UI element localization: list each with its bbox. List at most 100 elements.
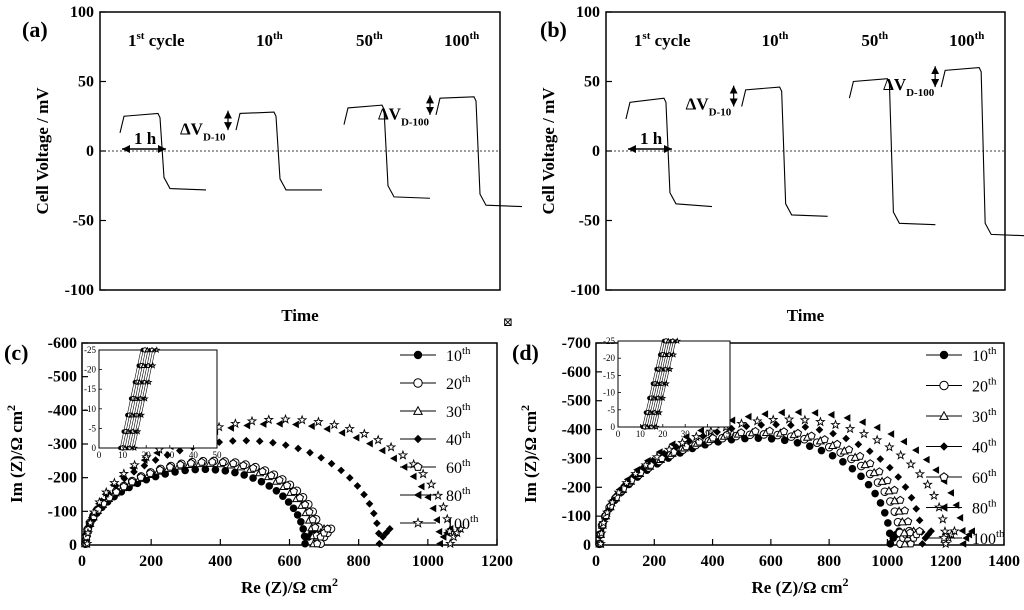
pentagon-open-marker — [793, 428, 803, 437]
inset-x-tick-label: 30 — [681, 429, 691, 439]
circle-filled-marker — [886, 540, 895, 548]
inset-x-tick-label: 20 — [142, 450, 152, 460]
pentagon-open-marker — [779, 427, 789, 436]
diamond-filled-marker — [242, 436, 251, 445]
pentagon-open-marker — [136, 472, 146, 481]
pentagon-open-marker — [413, 462, 423, 471]
diamond-filled-marker — [886, 463, 894, 472]
triangle-left-filled-marker — [959, 540, 967, 548]
y-tick-label: -400 — [562, 422, 591, 439]
circle-filled-marker — [876, 499, 885, 507]
x-tick-label: 200 — [642, 553, 666, 570]
star-open-marker — [109, 477, 120, 488]
inset-x-tick-label: 50 — [726, 429, 736, 439]
diamond-filled-marker — [915, 516, 924, 525]
triangle-left-filled-marker — [413, 490, 422, 500]
star-open-marker — [871, 434, 883, 445]
triangle-left-filled-marker — [932, 466, 940, 474]
diamond-filled-marker — [801, 423, 810, 431]
diamond-filled-marker — [876, 455, 885, 463]
legend-label: 10th — [446, 345, 471, 365]
triangle-open-marker — [938, 410, 950, 420]
pentagon-open-marker — [939, 472, 949, 481]
x-tick-label: 400 — [208, 553, 232, 570]
star-open-marker — [448, 531, 460, 542]
inset-trace — [651, 340, 672, 428]
star-open-marker — [949, 525, 960, 536]
inset-y-tick-label: -15 — [603, 370, 615, 380]
circle-filled-marker — [211, 465, 220, 474]
diamond-filled-marker — [815, 425, 824, 434]
y-axis-title: Im (Z)/Ω cm2 — [4, 405, 26, 503]
inset-y-tick-label: -10 — [84, 404, 96, 414]
diamond-filled-marker — [660, 449, 668, 458]
triangle-open-marker — [897, 516, 907, 526]
pentagon-open-marker — [312, 539, 322, 548]
diamond-filled-marker — [317, 453, 325, 462]
diamond-filled-marker — [374, 529, 383, 538]
diamond-filled-marker — [365, 499, 374, 508]
diamond-filled-marker — [130, 468, 138, 476]
pentagon-open-marker — [295, 493, 305, 502]
pentagon-open-marker — [722, 430, 732, 439]
legend-label: 20th — [446, 373, 471, 393]
x-axis-title: Time — [281, 306, 319, 325]
legend-label: 80th — [446, 485, 471, 505]
y-tick-label: -100 — [571, 282, 600, 299]
pentagon-open-marker — [708, 433, 718, 442]
inset-x-tick-label: 0 — [616, 429, 621, 439]
triangle-left-filled-marker — [429, 504, 437, 513]
pentagon-open-marker — [239, 461, 248, 470]
diamond-filled-marker — [742, 422, 751, 431]
triangle-left-filled-marker — [417, 482, 425, 491]
y-tick-label: -50 — [579, 213, 600, 230]
legend-label: 100th — [446, 513, 479, 533]
inset-trace — [655, 340, 676, 428]
y-tick-label: 0 — [69, 537, 77, 554]
y-tick-label: -200 — [48, 470, 77, 487]
pentagon-open-marker — [112, 487, 121, 496]
y-axis-title: Cell Voltage / mV — [539, 87, 558, 215]
x-tick-label: 200 — [139, 553, 163, 570]
y-tick-label: -500 — [48, 369, 77, 386]
diamond-filled-marker — [413, 434, 423, 444]
pentagon-open-marker — [218, 457, 228, 466]
pentagon-open-marker — [165, 462, 175, 471]
star-open-marker — [607, 496, 618, 507]
diamond-filled-marker — [727, 424, 736, 433]
triangle-left-filled-marker — [843, 414, 851, 422]
pentagon-open-marker — [176, 460, 185, 469]
panel-letter: (a) — [22, 17, 48, 42]
delta-label-d100: ΔVD-100 — [378, 104, 430, 128]
y-tick-label: -500 — [562, 393, 591, 410]
triangle-left-filled-marker — [827, 410, 835, 419]
circle-filled-marker — [780, 436, 789, 445]
diamond-filled-marker — [176, 446, 184, 455]
star-open-marker — [129, 459, 140, 470]
triangle-left-filled-marker — [435, 527, 443, 536]
circle-filled-marker — [848, 464, 857, 473]
pentagon-open-marker — [323, 524, 332, 533]
diamond-filled-marker — [894, 473, 903, 481]
cycle-label: 1st cycle — [634, 30, 691, 50]
delta-label-d10: ΔVD-10 — [686, 95, 732, 119]
diamond-filled-marker — [713, 428, 721, 436]
diamond-filled-marker — [939, 442, 949, 451]
pentagon-open-marker — [305, 507, 314, 516]
legend-label: 30th — [972, 406, 997, 426]
legend-label: 60th — [972, 467, 997, 487]
circle-filled-marker — [817, 446, 826, 455]
inset-y-tick-label: -10 — [603, 388, 615, 398]
pentagon-open-marker — [883, 476, 892, 485]
star-open-marker — [602, 506, 613, 517]
star-open-marker — [663, 444, 675, 455]
triangle-left-filled-marker — [307, 422, 315, 430]
diamond-filled-marker — [215, 438, 224, 446]
y-axis-title: Im (Z)/Ω cm2 — [518, 405, 540, 503]
pentagon-open-marker — [300, 500, 310, 509]
inset-trace — [127, 349, 149, 449]
circle-filled-marker — [279, 492, 287, 500]
x-tick-label: 400 — [701, 553, 725, 570]
pentagon-open-marker — [844, 445, 854, 454]
